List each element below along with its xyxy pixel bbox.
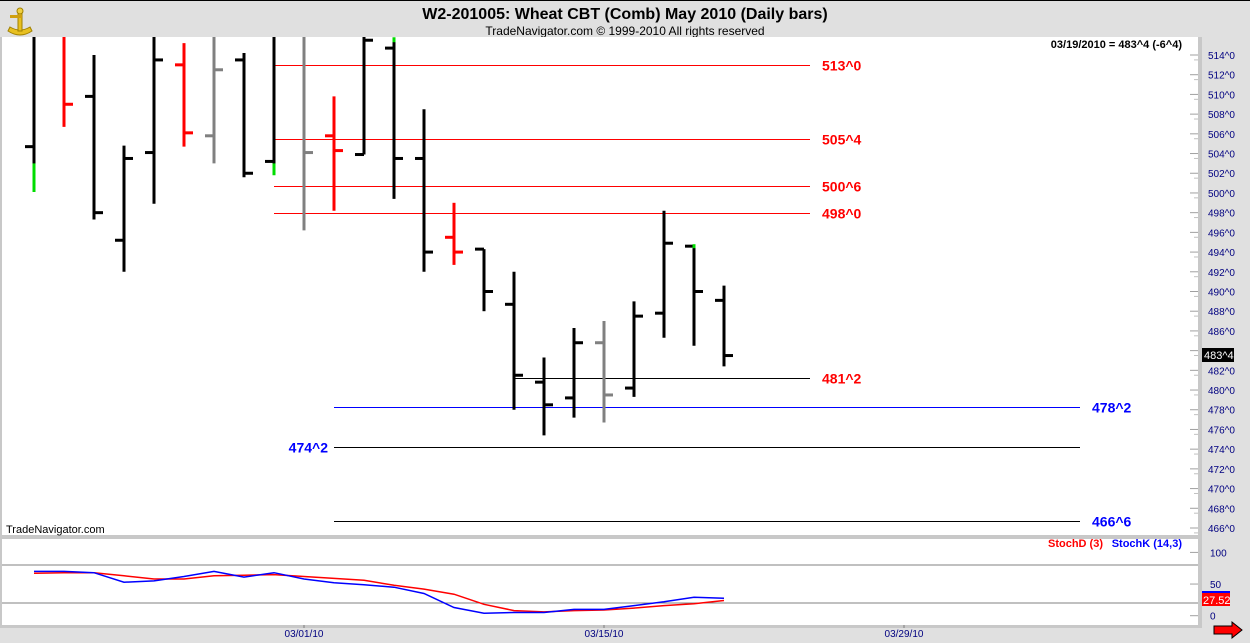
price-tick-label: 512^0 xyxy=(1208,71,1235,82)
price-tick-label: 506^0 xyxy=(1208,130,1235,141)
last-price-tag-bg xyxy=(1202,348,1234,362)
stochd-legend: StochD (3) xyxy=(1048,538,1103,550)
level-label: 466^6 xyxy=(1092,514,1132,530)
level-label: 498^0 xyxy=(822,206,862,222)
price-tick-label: 468^0 xyxy=(1208,504,1235,515)
price-tick-label: 480^0 xyxy=(1208,386,1235,397)
level-label: 513^0 xyxy=(822,58,862,74)
panel-divider[interactable] xyxy=(0,535,1202,539)
watermark: TradeNavigator.com xyxy=(6,524,105,536)
level-label: 481^2 xyxy=(822,371,862,387)
stoch-axis-border xyxy=(1198,539,1202,625)
price-tick-label: 504^0 xyxy=(1208,150,1235,161)
sextant-icon[interactable] xyxy=(4,5,36,37)
price-tick-label: 500^0 xyxy=(1208,189,1235,200)
price-tick-label: 510^0 xyxy=(1208,90,1235,101)
price-tick-label: 482^0 xyxy=(1208,366,1235,377)
last-price-tag: 483^4 xyxy=(1204,350,1234,362)
price-tick-label: 496^0 xyxy=(1208,228,1235,239)
date-tick-label: 03/15/10 xyxy=(585,629,624,640)
price-tick-label: 470^0 xyxy=(1208,485,1235,496)
chart-title: W2-201005: Wheat CBT (Comb) May 2010 (Da… xyxy=(422,6,828,23)
price-tick-label: 492^0 xyxy=(1208,268,1235,279)
price-tick-label: 478^0 xyxy=(1208,406,1235,417)
stochk-legend: StochK (14,3) xyxy=(1112,538,1183,550)
price-tick-label: 476^0 xyxy=(1208,425,1235,436)
price-tick-label: 494^0 xyxy=(1208,248,1235,259)
price-tick-label: 474^0 xyxy=(1208,445,1235,456)
panel-bottom-border xyxy=(0,625,1202,628)
stoch-tick-label: 50 xyxy=(1210,580,1222,591)
stoch-last-tag-top xyxy=(1202,591,1230,593)
stoch-last-tag-bg xyxy=(1202,592,1230,606)
stoch-tick-label: 0 xyxy=(1210,612,1216,623)
level-label: 500^6 xyxy=(822,179,862,195)
left-border xyxy=(0,37,2,628)
price-tick-label: 498^0 xyxy=(1208,209,1235,220)
stochastic-panel[interactable] xyxy=(2,539,1198,625)
price-tick-label: 488^0 xyxy=(1208,307,1235,318)
scroll-right-arrow-icon[interactable] xyxy=(1213,620,1243,640)
price-tick-label: 514^0 xyxy=(1208,51,1235,62)
stoch-tick-label: 100 xyxy=(1210,548,1227,559)
stochk-line[interactable] xyxy=(34,570,725,614)
price-tick-label: 486^0 xyxy=(1208,327,1235,338)
stochd-line[interactable] xyxy=(33,571,725,613)
date-tick-label: 03/29/10 xyxy=(885,629,924,640)
chart-subtitle: TradeNavigator.com © 1999-2010 All right… xyxy=(485,24,765,38)
price-readout: 03/19/2010 = 483^4 (-6^4) xyxy=(1051,39,1183,51)
date-tick-label: 03/01/10 xyxy=(285,629,324,640)
price-panel[interactable] xyxy=(2,37,1198,535)
level-label: 478^2 xyxy=(1092,400,1132,416)
price-tick-label: 490^0 xyxy=(1208,287,1235,298)
chart-header: W2-201005: Wheat CBT (Comb) May 2010 (Da… xyxy=(0,0,1250,38)
level-label: 505^4 xyxy=(822,132,862,148)
price-axis-border xyxy=(1198,37,1202,535)
price-tick-label: 508^0 xyxy=(1208,110,1235,121)
level-label: 474^2 xyxy=(289,440,329,456)
stoch-last-tag: 27.52 xyxy=(1203,595,1231,607)
price-tick-label: 466^0 xyxy=(1208,524,1235,535)
price-tick-label: 502^0 xyxy=(1208,169,1235,180)
price-tick-label: 472^0 xyxy=(1208,465,1235,476)
